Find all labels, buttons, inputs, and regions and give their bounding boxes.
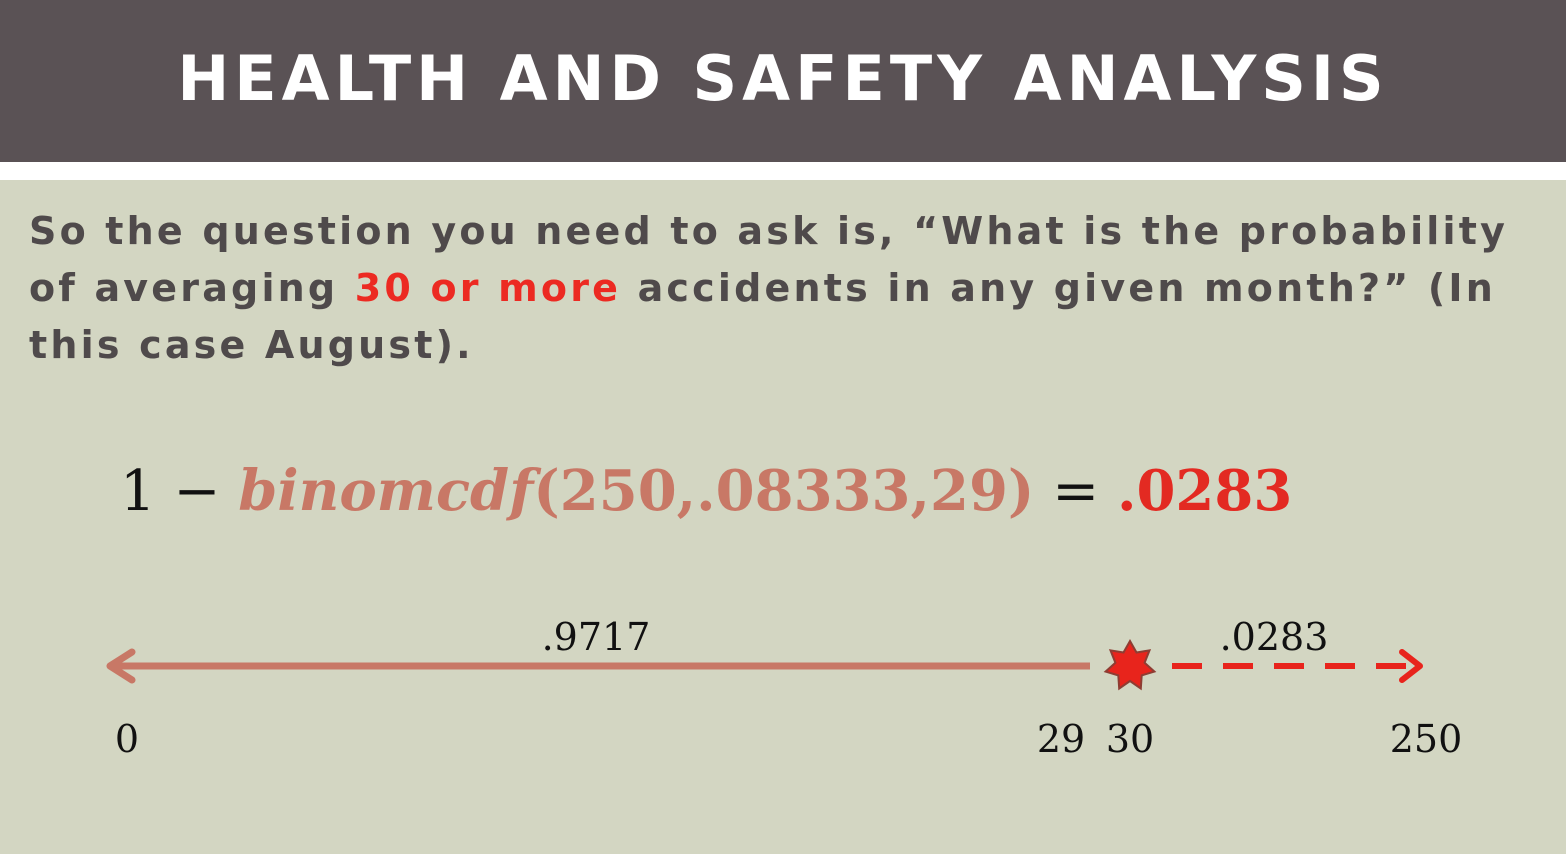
left-arrowhead-icon xyxy=(106,648,136,684)
question-text-after: accidents in any given month?” (In this … xyxy=(29,266,1496,367)
tick-label-max: 250 xyxy=(1390,717,1463,761)
formula-one: 1 xyxy=(120,459,156,524)
tick-label-right-start: 30 xyxy=(1106,717,1154,761)
question-text: So the question you need to ask is, “Wha… xyxy=(29,203,1549,374)
tick-label-min: 0 xyxy=(115,717,139,761)
left-probability-label: .9717 xyxy=(542,615,651,659)
slide-header: HEALTH AND SAFETY ANALYSIS xyxy=(0,0,1566,162)
question-highlight: 30 or more xyxy=(354,266,622,310)
formula-args: (250,.08333,29) xyxy=(533,458,1035,524)
header-divider xyxy=(0,162,1566,180)
formula-result: .0283 xyxy=(1116,458,1293,524)
slide-title: HEALTH AND SAFETY ANALYSIS xyxy=(177,41,1389,115)
question-text-before: So the question you need to ask is, “Wha… xyxy=(29,209,1509,310)
right-probability-label: .0283 xyxy=(1220,615,1329,659)
formula-function: binomcdf xyxy=(238,458,534,524)
formula-minus: − xyxy=(173,459,221,524)
formula: 1 − binomcdf(250,.08333,29) = .0283 xyxy=(120,455,1292,528)
right-arrowhead-icon xyxy=(1399,649,1423,683)
star-burst-icon xyxy=(1103,638,1157,691)
formula-equals: = xyxy=(1052,459,1100,524)
tick-label-left-end: 29 xyxy=(1037,717,1085,761)
